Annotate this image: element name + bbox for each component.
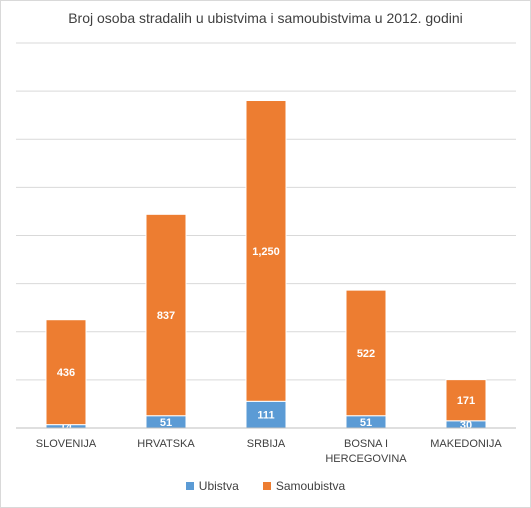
x-tick-label-3: BOSNA I [344,438,388,450]
data-label-samoubistva-1: 837 [157,310,175,322]
data-label-ubistva-1: 51 [160,417,172,429]
bar-samoubistva-3 [345,289,387,417]
data-label-ubistva-2: 111 [257,410,274,422]
legend-label-ubistva: Ubistva [198,479,239,493]
data-label-samoubistva-0: 436 [57,367,75,379]
legend-item-samoubistva: Samoubistva [262,479,346,493]
chart-title: Broj osoba stradalih u ubistvima i samou… [68,10,463,26]
legend: Ubistva Samoubistva [0,479,531,493]
x-tick-label-2: SRBIJA [247,438,286,450]
bar-samoubistva-1 [145,213,187,417]
bar-ubistva-2 [245,400,287,429]
x-tick-label-0: SLOVENIJA [36,438,97,450]
data-label-samoubistva-2: 1,250 [252,246,280,258]
bar-samoubistva-0 [45,319,87,426]
legend-swatch-ubistva [185,482,194,490]
bar-samoubistva-2 [245,100,287,402]
data-label-samoubistva-3: 522 [357,348,375,360]
legend-item-ubistva: Ubistva [185,479,239,493]
x-tick-label-1: HRVATSKA [137,438,195,450]
data-label-samoubistva-4: 171 [457,395,475,407]
legend-label-samoubistva: Samoubistva [275,479,346,493]
bar-samoubistva-4 [445,379,487,422]
x-tick-label-4: MAKEDONIJA [430,438,502,450]
legend-swatch-samoubistva [262,482,271,490]
x-tick-label-3-line1: HERCEGOVINA [325,453,407,465]
data-label-ubistva-3: 51 [360,417,372,429]
